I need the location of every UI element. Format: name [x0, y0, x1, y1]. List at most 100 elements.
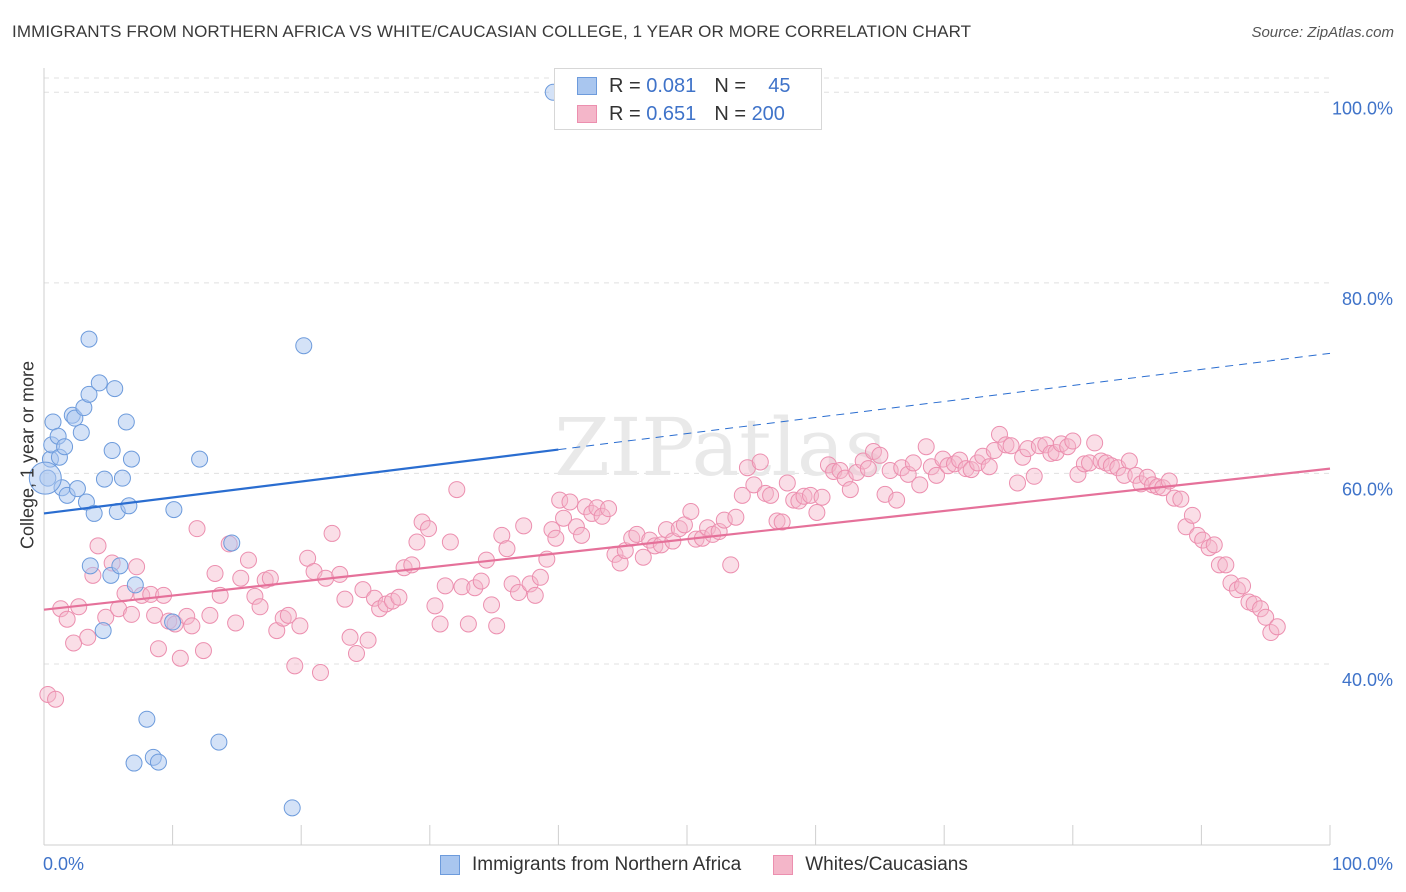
whites-point	[547, 529, 565, 547]
whites-point	[808, 503, 826, 521]
whites-point	[488, 617, 506, 635]
whites-point	[246, 587, 264, 605]
whites-point	[194, 642, 212, 660]
r-label: R =	[609, 102, 641, 125]
blue-swatch	[577, 77, 597, 95]
whites-point	[911, 476, 929, 494]
r-value: 0.081	[646, 74, 697, 97]
immigrants-point	[72, 423, 90, 441]
whites-point	[573, 526, 591, 544]
whites-point	[466, 579, 484, 597]
whites-point	[1210, 556, 1228, 574]
x-tick-label: 0.0%	[43, 854, 84, 874]
whites-point	[778, 474, 796, 492]
immigrants-point	[165, 501, 183, 519]
whites-point	[459, 615, 477, 633]
whites-point	[1009, 474, 1027, 492]
legend-item-immigrants[interactable]: Immigrants from Northern Africa	[440, 854, 741, 876]
immigrants-point	[283, 799, 301, 817]
whites-point	[1075, 455, 1093, 473]
r-label: R =	[609, 74, 641, 97]
whites-point	[336, 590, 354, 608]
immigrants-point	[138, 710, 156, 728]
whites-point	[1234, 577, 1252, 595]
whites-point	[498, 540, 516, 558]
y-tick-label: 60.0%	[1342, 479, 1393, 499]
whites-point	[1262, 624, 1280, 642]
whites-point	[600, 500, 618, 518]
whites-point	[65, 634, 83, 652]
whites-point	[543, 521, 561, 539]
immigrants-point	[223, 534, 241, 552]
whites-point	[227, 614, 245, 632]
immigrants-point	[28, 461, 62, 495]
whites-point	[483, 596, 501, 614]
whites-point	[426, 597, 444, 615]
n-value: 45	[768, 74, 791, 97]
immigrants-point	[80, 385, 98, 403]
immigrants-point	[210, 733, 228, 751]
whites-point	[526, 586, 544, 604]
immigrants-point	[90, 374, 108, 392]
whites-point	[331, 565, 349, 583]
whites-trend-line	[43, 467, 1331, 611]
whites-point	[917, 438, 935, 456]
whites-point	[1069, 465, 1087, 483]
whites-points	[39, 425, 1286, 708]
whites-point	[47, 690, 65, 708]
whites-point	[515, 517, 533, 535]
whites-point	[146, 606, 164, 624]
whites-point	[472, 572, 490, 590]
n-label: N =	[714, 74, 746, 97]
watermark: ZIPatlas	[554, 401, 886, 494]
whites-point	[888, 491, 906, 509]
immigrants-point	[295, 337, 313, 355]
whites-point	[904, 454, 922, 472]
whites-point	[232, 569, 250, 587]
whites-point	[1025, 467, 1043, 485]
immigrants-point	[125, 754, 143, 772]
immigrants-point	[80, 330, 98, 348]
immigrants-point	[44, 413, 62, 431]
whites-point	[1064, 432, 1082, 450]
immigrants-point	[85, 504, 103, 522]
whites-point	[413, 513, 431, 531]
whites-point	[431, 615, 449, 633]
blue-swatch	[440, 855, 460, 875]
whites-point	[813, 488, 831, 506]
whites-point	[390, 588, 408, 606]
whites-point	[239, 551, 257, 569]
whites-point	[567, 518, 585, 536]
whites-point	[555, 509, 573, 527]
whites-point	[1183, 506, 1201, 524]
whites-point	[1268, 618, 1286, 636]
whites-point	[279, 606, 297, 624]
whites-point	[927, 466, 945, 484]
whites-point	[503, 575, 521, 593]
whites-point	[859, 460, 877, 478]
legend-item-whites[interactable]: Whites/Caucasians	[773, 854, 968, 876]
whites-point	[493, 526, 511, 544]
whites-point	[311, 664, 329, 682]
whites-point	[453, 578, 471, 596]
immigrants-point	[106, 380, 124, 398]
immigrants-point	[68, 480, 86, 498]
whites-point	[951, 451, 969, 469]
whites-point	[795, 487, 813, 505]
whites-point	[286, 657, 304, 675]
whites-point	[251, 598, 269, 616]
stats-row-pink: R = 0.651 N = 200	[577, 100, 785, 128]
whites-point	[448, 481, 466, 499]
whites-point	[733, 486, 751, 504]
n-label: N =	[714, 102, 746, 125]
tick-labels: 40.0% 60.0% 80.0% 100.0% 0.0% 100.0%	[43, 98, 1393, 874]
whites-point	[89, 537, 107, 555]
whites-point	[261, 569, 279, 587]
y-tick-label: 80.0%	[1342, 289, 1393, 309]
whites-point	[727, 508, 745, 526]
immigrants-point	[113, 469, 131, 487]
whites-point	[1014, 448, 1032, 466]
source-label: Source: ZipAtlas.com	[1251, 24, 1394, 41]
whites-point	[323, 524, 341, 542]
